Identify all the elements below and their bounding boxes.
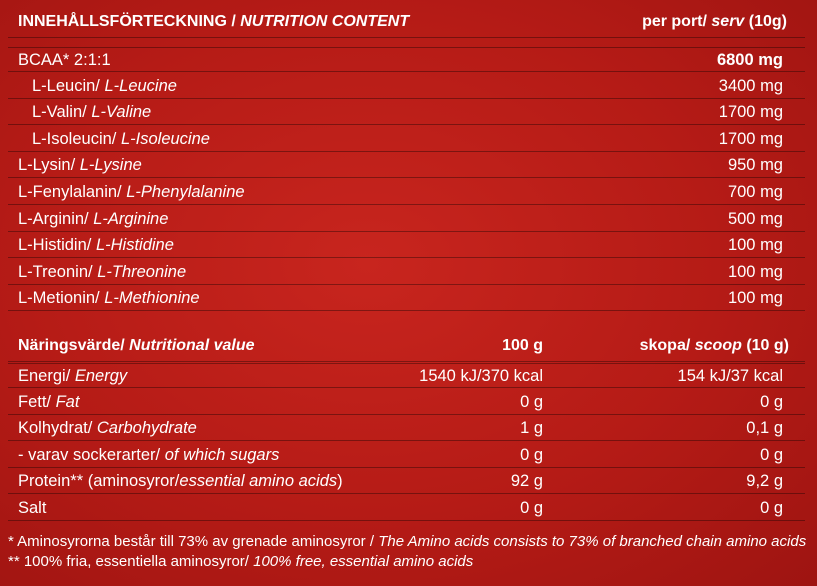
row-value-100g: 92 g [510,472,543,491]
row-label: Fett/ Fat [18,392,80,411]
row-value: 1700 mg [718,103,783,122]
row-value-scoop: 154 kJ/37 kcal [677,367,783,385]
row-value-scoop: 0 g [760,499,783,517]
row-value: 950 mg [727,156,783,175]
row-label: - varav sockerarter/ of which sugars [18,445,280,464]
table-row: BCAA* 2:1:1 6800 mg [8,47,805,72]
row-label: Kolhydrat/ Carbohydrate [18,419,197,438]
row-label: L-Isoleucin/ L-Isoleucine [32,129,210,148]
row-label: L-Metionin/ L-Methionine [18,289,200,308]
row-label: L-Treonin/ L-Threonine [18,262,187,281]
row-value: 6800 mg [716,51,783,69]
table-row: L-Metionin/ L-Methionine 100 mg [8,286,805,312]
row-value: 1700 mg [718,129,783,148]
row-label: L-Leucin/ L-Leucine [32,76,177,95]
table-row: L-Treonin/ L-Threonine 100 mg [8,260,805,285]
row-label: L-Histidin/ L-Histidine [18,236,174,255]
row-value: 500 mg [727,209,783,228]
nutrition-header-100g: 100 g [502,337,543,354]
amino-header-label: INNEHÅLLSFÖRTECKNING / NUTRITION CONTENT [18,13,410,30]
row-value-scoop: 0 g [760,445,783,464]
table-row: L-Histidin/ L-Histidine 100 mg [8,233,805,259]
row-value-100g: 0 g [520,445,543,464]
table-row: L-Fenylalanin/ L-Phenylalanine 700 mg [8,180,805,205]
row-label: Salt [18,499,47,517]
row-value-100g: 1540 kJ/370 kcal [419,367,543,385]
row-label: BCAA* 2:1:1 [18,51,111,69]
table-row: - varav sockerarter/ of which sugars 0 g 0… [8,443,805,468]
nutrition-table-header: Näringsvärde/ Nutritional value 100 g sk… [8,332,805,362]
row-value: 700 mg [727,183,783,201]
table-row: Kolhydrat/ Carbohydrate 1 g 0,1 g [8,416,805,442]
table-row: L-Leucin/ L-Leucine 3400 mg [8,74,805,99]
row-label: Energi/ Energy [18,367,128,385]
table-row: Salt 0 g 0 g [8,496,805,521]
row-value: 100 mg [727,236,783,255]
row-value-scoop: 0 g [760,392,783,411]
row-label: L-Lysin/ L-Lysine [18,156,142,175]
table-row: L-Isoleucin/ L-Isoleucine 1700 mg [8,127,805,152]
table-row: Fett/ Fat 0 g 0 g [8,390,805,415]
row-value: 3400 mg [718,76,783,95]
table-row: Protein** (aminosyror/essential amino ac… [8,469,805,495]
row-value-100g: 0 g [520,499,543,517]
row-label: L-Fenylalanin/ L-Phenylalanine [18,183,245,201]
row-label: L-Valin/ L-Valine [32,103,152,122]
nutrition-header-label: Näringsvärde/ Nutritional value [18,337,255,354]
row-value-scoop: 9,2 g [746,472,783,491]
table-row: L-Valin/ L-Valine 1700 mg [8,100,805,126]
amino-header-column: per port/ serv (10g) [642,13,787,30]
table-row: Energi/ Energy 1540 kJ/370 kcal 154 kJ/37 … [8,363,805,388]
row-value-scoop: 0,1 g [746,419,783,438]
footnote: * Aminosyrorna består till 73% av grenad… [8,533,807,570]
table-row: L-Lysin/ L-Lysine 950 mg [8,153,805,179]
nutrition-header-scoop: skopa/ scoop (10 g) [639,337,789,354]
amino-table-header: INNEHÅLLSFÖRTECKNING / NUTRITION CONTENT… [8,8,805,38]
row-value-100g: 0 g [520,392,543,411]
row-value: 100 mg [727,289,783,308]
row-value: 100 mg [727,262,783,281]
row-label: L-Arginin/ L-Arginine [18,209,169,228]
row-label: Protein** (aminosyror/essential amino ac… [18,472,343,491]
table-row: L-Arginin/ L-Arginine 500 mg [8,207,805,232]
row-value-100g: 1 g [520,419,543,438]
